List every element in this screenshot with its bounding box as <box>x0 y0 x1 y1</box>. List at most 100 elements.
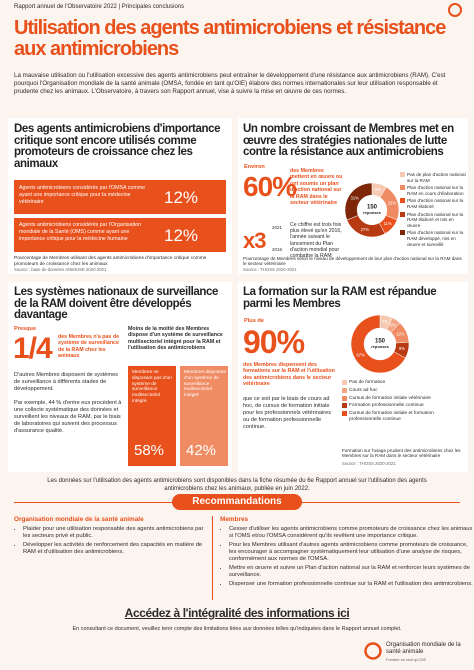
big-number: 1/4 <box>13 332 53 365</box>
times-text: Ce chiffre est trois fois plus élevé qu'… <box>290 222 342 260</box>
segment-label: 9% <box>375 187 381 192</box>
section-title: Un nombre croissant de Membres met en œu… <box>243 123 454 158</box>
donut-center: 150 <box>375 339 386 345</box>
segment-label: 27% <box>361 227 370 232</box>
founded: Fondée en tant qu'OIE <box>386 657 427 662</box>
note: Pourcentage de Membres utilisant des age… <box>14 256 207 267</box>
segment-label: 9% <box>399 346 405 351</box>
title: Utilisation des agents antimicrobiens et… <box>14 17 446 60</box>
year: 2021 <box>272 225 283 230</box>
rec-item: Plaider pour une utilisation responsable… <box>23 526 211 540</box>
legend-item: Cursus de formation initiale vétérinaire <box>342 395 466 402</box>
cta-link[interactable]: Accédez à l'intégralité des informations… <box>124 606 350 620</box>
logo <box>364 642 382 660</box>
note: Formation sur l'usage prudent des antimi… <box>342 448 461 459</box>
section-title: La formation sur la RAM est répandue par… <box>243 286 437 310</box>
legend-swatch <box>400 185 405 191</box>
donut-center: réponses <box>371 344 390 349</box>
segment-label: 5% <box>390 323 396 328</box>
rec-list: Cesser d'utiliser les agents antimicrobi… <box>220 526 473 590</box>
big-text: des Membres dispensent des formations su… <box>243 362 335 388</box>
legend-item: Cours ad hoc <box>342 387 466 394</box>
stat-text: Agents antimicrobiens considérés par l'O… <box>19 222 142 242</box>
divider <box>212 516 213 600</box>
box-title: Moins de la moitié des Membres dispose d… <box>128 326 223 352</box>
section-title: Des agents antimicrobiens d'importance c… <box>14 123 221 170</box>
legend-item: Plan d'action national sur la RAM élabor… <box>400 211 466 229</box>
legend-swatch <box>342 411 347 417</box>
stat-text: Membres ne disposant pas d'un système de… <box>132 370 172 404</box>
stat-box: Membres disposant d'un système de survei… <box>180 366 228 466</box>
source: Source : THOSS 2020-2021 <box>342 461 396 466</box>
legend-label: Plan d'action national sur la RAM en cou… <box>407 185 464 196</box>
legend-label: Plan d'action national sur la RAM élabor… <box>407 198 464 209</box>
legend-item: Formation professionnelle continue <box>342 403 466 409</box>
disclaimer: En consultant ce document, veuillez teni… <box>72 626 402 632</box>
legend-item: Plan d'action national sur la RAM élabor… <box>400 198 466 209</box>
legend-label: Plan d'action national sur la RAM élabor… <box>407 211 464 228</box>
legend-label: Formation professionnelle continue <box>349 403 424 409</box>
stat-value: 42% <box>186 442 217 459</box>
stat-box: Membres ne disposant pas d'un système de… <box>128 366 176 466</box>
legend-swatch <box>342 403 347 409</box>
legend-item: Plan d'action national sur la RAM dévelo… <box>400 230 466 247</box>
big-number: 90% <box>243 324 305 360</box>
paragraph: que ce soit par le biais de cours ad hoc… <box>243 396 331 430</box>
big-text: des Membres n'a pas de système de survei… <box>58 334 120 360</box>
legend-label: Pas de formation <box>349 380 386 385</box>
donut-center: 150 <box>367 205 378 211</box>
rec-item: Mettre en œuvre et suivre un Plan d'acti… <box>229 565 473 579</box>
stat-value: 58% <box>134 442 165 459</box>
report-label: Rapport annuel de l'Observatoire 2022 | … <box>14 4 185 10</box>
legend-item: Pas de formation <box>342 380 466 386</box>
legend-swatch <box>400 230 405 236</box>
legend-label: Cours ad hoc <box>349 387 378 393</box>
legend-item: Pas de plan d'action national sur la RAM <box>400 172 466 183</box>
segment-label: 12% <box>396 332 405 337</box>
legend-swatch <box>342 395 347 401</box>
rec-list: Plaider pour une utilisation responsable… <box>14 526 211 558</box>
year: 2016 <box>272 247 283 252</box>
big-number: 60% <box>243 171 297 202</box>
stat-text: Agents antimicrobiens considérés par l'O… <box>19 185 146 205</box>
prefix: Environ <box>244 164 265 170</box>
stat-text: Membres disposant d'un système de survei… <box>184 370 226 399</box>
times: x3 <box>243 228 267 253</box>
intro: La mauvaise utilisation ou l'utilisation… <box>14 72 446 95</box>
stat-box: Agents antimicrobiens considérés par l'O… <box>14 180 226 214</box>
segment-label: 22% <box>388 201 397 206</box>
legend-swatch <box>342 387 347 393</box>
rec-item: Pour les Membres utilisant d'autres agen… <box>229 542 473 563</box>
source: Source : THOSS 2020-2021 <box>243 267 297 272</box>
stat-value: 12% <box>164 188 199 207</box>
legend-label: Plan d'action national sur la RAM dévelo… <box>407 230 464 247</box>
recommendations-title: Recommandations <box>172 494 302 510</box>
paragraph: Par exemple, 44 % d'entre eux procèdent … <box>14 400 122 434</box>
donut-segment <box>350 314 406 374</box>
legend-swatch <box>400 198 405 204</box>
legend-label: Cursus de formation initiale vétérinaire <box>349 395 431 401</box>
paragraph: D'autres Membres disposent de systèmes d… <box>14 372 118 392</box>
segment-label: 67% <box>356 353 365 358</box>
big-text: des Membres mettent en œuvre ou ont soum… <box>290 168 343 207</box>
legend: Pas de plan d'action national sur la RAM… <box>400 172 466 249</box>
rec-item: Développer les activités de renforcement… <box>23 542 211 556</box>
segment-label: 7% <box>382 319 388 324</box>
stat-value: 12% <box>164 226 199 245</box>
rec-heading: Organisation mondiale de la santé animal… <box>14 516 144 523</box>
logo <box>448 3 462 17</box>
donut-center: réponses <box>363 210 382 215</box>
source: Source : base de données ANIMUSE 2020-20… <box>14 267 107 272</box>
stat-box: Agents antimicrobiens considérés par l'O… <box>14 218 226 252</box>
legend-item: Plan d'action national sur la RAM en cou… <box>400 185 466 196</box>
note: Pourcentage de Membres selon le niveau d… <box>243 256 462 267</box>
section-title: Les systèmes nationaux de surveillance d… <box>14 286 219 321</box>
rec-item: Cesser d'utiliser les agents antimicrobi… <box>229 526 473 540</box>
legend: Pas de formation Cours ad hoc Cursus de fo… <box>342 380 466 425</box>
legend-swatch <box>342 380 347 385</box>
legend-label: Pas de plan d'action national sur la RAM <box>407 172 466 183</box>
rec-heading: Membres <box>220 516 249 523</box>
